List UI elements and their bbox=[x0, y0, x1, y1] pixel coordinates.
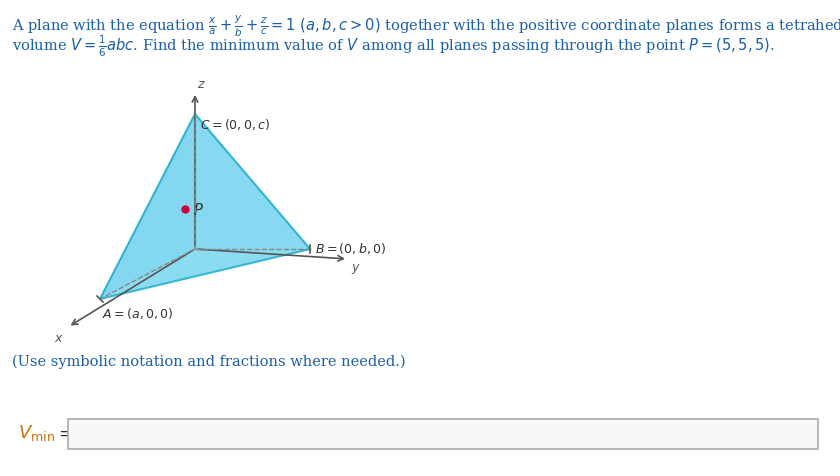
Text: $B = (0, b, 0)$: $B = (0, b, 0)$ bbox=[315, 241, 386, 256]
Text: $y$: $y$ bbox=[351, 261, 361, 276]
Text: $V_{\mathrm{min}}$: $V_{\mathrm{min}}$ bbox=[18, 422, 55, 442]
Text: $C = (0, 0, c)$: $C = (0, 0, c)$ bbox=[200, 117, 270, 132]
Text: volume $V = \frac{1}{6}abc$. Find the minimum value of $V$ among all planes pass: volume $V = \frac{1}{6}abc$. Find the mi… bbox=[12, 34, 774, 59]
Polygon shape bbox=[195, 115, 310, 249]
Text: $A = (a, 0, 0)$: $A = (a, 0, 0)$ bbox=[102, 306, 174, 320]
Polygon shape bbox=[100, 115, 195, 299]
Text: $P$: $P$ bbox=[193, 201, 204, 218]
Text: $=$: $=$ bbox=[55, 423, 74, 441]
Text: $z$: $z$ bbox=[197, 78, 206, 91]
FancyBboxPatch shape bbox=[68, 419, 818, 449]
Polygon shape bbox=[100, 115, 310, 299]
Text: $x$: $x$ bbox=[54, 331, 64, 344]
Text: A plane with the equation $\frac{x}{a} + \frac{y}{b} + \frac{z}{c} = 1$ $(a, b, : A plane with the equation $\frac{x}{a} +… bbox=[12, 14, 840, 40]
Text: (Use symbolic notation and fractions where needed.): (Use symbolic notation and fractions whe… bbox=[12, 354, 406, 368]
